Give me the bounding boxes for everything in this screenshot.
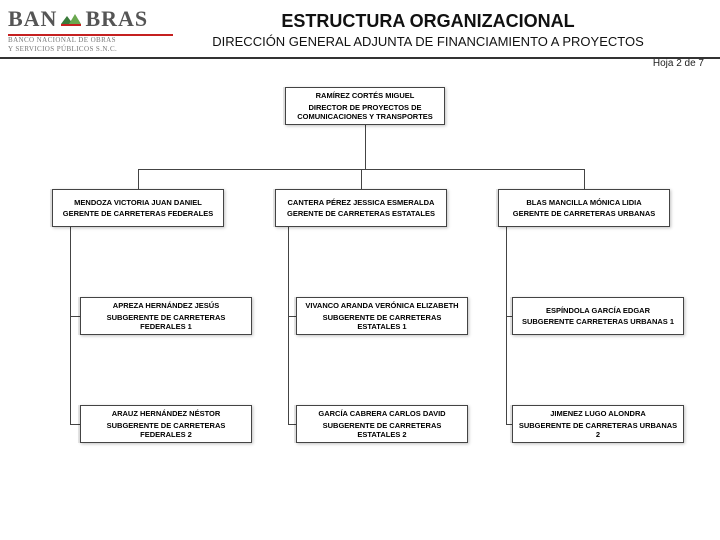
org-node-sub-estatales-2: GARCÍA CABRERA CARLOS DAVID SUBGERENTE D… <box>296 405 468 443</box>
node-name: APREZA HERNÁNDEZ JESÚS <box>85 301 247 310</box>
node-name: CANTERA PÉREZ JESSICA ESMERALDA <box>280 198 442 207</box>
connector <box>584 169 585 189</box>
node-role: GERENTE DE CARRETERAS URBANAS <box>503 209 665 218</box>
node-name: GARCÍA CABRERA CARLOS DAVID <box>301 409 463 418</box>
org-node-sub-urbanas-1: ESPÍNDOLA GARCÍA EDGAR SUBGERENTE CARRET… <box>512 297 684 335</box>
org-node-sub-urbanas-2: JIMENEZ LUGO ALONDRA SUBGERENTE DE CARRE… <box>512 405 684 443</box>
connector <box>361 169 362 189</box>
header: BAN BRAS BANCO NACIONAL DE OBRAS Y SERVI… <box>0 0 720 59</box>
connector <box>288 227 289 424</box>
node-role: SUBGERENTE DE CARRETERAS FEDERALES 2 <box>85 421 247 440</box>
node-name: MENDOZA VICTORIA JUAN DANIEL <box>57 198 219 207</box>
logo-text-right: BRAS <box>85 6 148 32</box>
node-name: ESPÍNDOLA GARCÍA EDGAR <box>517 306 679 315</box>
node-name: JIMENEZ LUGO ALONDRA <box>517 409 679 418</box>
connector <box>506 227 507 424</box>
connector <box>138 169 139 189</box>
org-chart: RAMÍREZ CORTÉS MIGUEL DIRECTOR DE PROYEC… <box>0 59 720 529</box>
page-subtitle: DIRECCIÓN GENERAL ADJUNTA DE FINANCIAMIE… <box>188 34 668 49</box>
logo-subtitle-2: Y SERVICIOS PÚBLICOS S.N.C. <box>8 46 188 54</box>
logo-subtitle-1: BANCO NACIONAL DE OBRAS <box>8 37 188 45</box>
node-name: RAMÍREZ CORTÉS MIGUEL <box>290 91 440 100</box>
node-name: BLAS MANCILLA MÓNICA LIDIA <box>503 198 665 207</box>
node-role: SUBGERENTE CARRETERAS URBANAS 1 <box>517 317 679 326</box>
node-role: SUBGERENTE DE CARRETERAS URBANAS 2 <box>517 421 679 440</box>
connector <box>70 227 71 424</box>
org-node-director: RAMÍREZ CORTÉS MIGUEL DIRECTOR DE PROYEC… <box>285 87 445 125</box>
node-name: VIVANCO ARANDA VERÓNICA ELIZABETH <box>301 301 463 310</box>
org-node-sub-estatales-1: VIVANCO ARANDA VERÓNICA ELIZABETH SUBGER… <box>296 297 468 335</box>
node-role: DIRECTOR DE PROYECTOS DE COMUNICACIONES … <box>290 103 440 122</box>
connector <box>365 125 366 169</box>
node-role: GERENTE DE CARRETERAS FEDERALES <box>57 209 219 218</box>
org-node-gerente-urbanas: BLAS MANCILLA MÓNICA LIDIA GERENTE DE CA… <box>498 189 670 227</box>
node-name: ARAUZ HERNÁNDEZ NÉSTOR <box>85 409 247 418</box>
logo-text-left: BAN <box>8 6 57 32</box>
page-title: ESTRUCTURA ORGANIZACIONAL <box>188 11 668 32</box>
org-node-sub-federales-1: APREZA HERNÁNDEZ JESÚS SUBGERENTE DE CAR… <box>80 297 252 335</box>
org-node-sub-federales-2: ARAUZ HERNÁNDEZ NÉSTOR SUBGERENTE DE CAR… <box>80 405 252 443</box>
logo: BAN BRAS BANCO NACIONAL DE OBRAS Y SERVI… <box>8 6 188 53</box>
node-role: GERENTE DE CARRETERAS ESTATALES <box>280 209 442 218</box>
org-node-gerente-federales: MENDOZA VICTORIA JUAN DANIEL GERENTE DE … <box>52 189 224 227</box>
node-role: SUBGERENTE DE CARRETERAS ESTATALES 2 <box>301 421 463 440</box>
node-role: SUBGERENTE DE CARRETERAS FEDERALES 1 <box>85 313 247 332</box>
header-titles: ESTRUCTURA ORGANIZACIONAL DIRECCIÓN GENE… <box>188 11 708 49</box>
node-role: SUBGERENTE DE CARRETERAS ESTATALES 1 <box>301 313 463 332</box>
logo-mark-icon <box>59 10 83 28</box>
org-node-gerente-estatales: CANTERA PÉREZ JESSICA ESMERALDA GERENTE … <box>275 189 447 227</box>
